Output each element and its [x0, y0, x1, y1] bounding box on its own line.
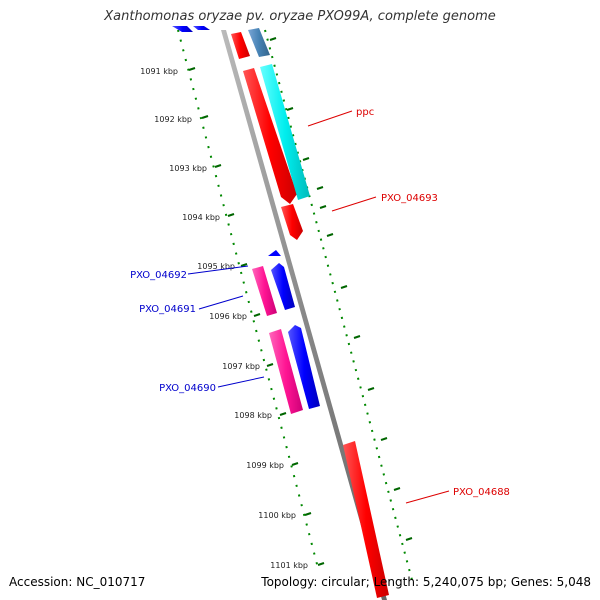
- accession-label: Accession:: [9, 575, 73, 589]
- topology-value: circular;: [321, 575, 370, 589]
- cds-pxo-04691-pink[interactable]: [252, 266, 277, 316]
- cds-pxo-04690-blue[interactable]: [288, 325, 320, 409]
- gene-label-pxo-04688[interactable]: PXO_04688: [453, 487, 510, 498]
- tick-label: 1101 kbp: [270, 561, 308, 570]
- leader-lines: [187, 110, 450, 504]
- tick-label: 1095 kbp: [197, 262, 235, 271]
- tick-label: 1092 kbp: [154, 115, 192, 124]
- cds-reverse-top[interactable]: [193, 26, 210, 30]
- gene-labels: ppc PXO_04693 PXO_04692 PXO_04691 PXO_04…: [130, 107, 510, 498]
- rna-feature[interactable]: [248, 28, 270, 57]
- outer-tick-line: [264, 29, 413, 581]
- tick-label: 1096 kbp: [209, 312, 247, 321]
- genes-value: 5,048: [556, 575, 591, 589]
- cds-other-forward[interactable]: [260, 64, 310, 200]
- map-title: Xanthomonas oryzae pv. oryzae PXO99A, co…: [104, 9, 496, 24]
- tick-label: 1094 kbp: [182, 213, 220, 222]
- inner-tick-line: [177, 29, 325, 569]
- cds-forward-pxo-04693[interactable]: [281, 204, 303, 240]
- tick-label: 1097 kbp: [222, 362, 260, 371]
- tick-label: 1098 kbp: [234, 411, 272, 420]
- cds-forward-ppc[interactable]: [243, 68, 297, 204]
- cds-pxo-04690-pink[interactable]: [269, 329, 303, 414]
- gene-label-ppc[interactable]: ppc: [356, 107, 374, 118]
- accession-value: NC_010717: [76, 575, 146, 589]
- gene-label-pxo-04691[interactable]: PXO_04691: [139, 304, 196, 315]
- topology-label: Topology:: [261, 575, 318, 589]
- gene-label-pxo-04692[interactable]: PXO_04692: [130, 270, 187, 281]
- cds-forward[interactable]: [231, 32, 250, 59]
- tick-labels: 1091 kbp 1092 kbp 1093 kbp 1094 kbp 1095…: [140, 67, 308, 570]
- genes-label: Genes:: [510, 575, 553, 589]
- tick-label: 1100 kbp: [258, 511, 296, 520]
- tick-label: 1099 kbp: [246, 461, 284, 470]
- length-value: 5,240,075 bp;: [422, 575, 508, 589]
- cds-forward-pxo-04688[interactable]: [343, 441, 389, 598]
- tick-label: 1091 kbp: [140, 67, 178, 76]
- length-label: Length:: [373, 575, 420, 589]
- gene-label-pxo-04690[interactable]: PXO_04690: [159, 383, 216, 394]
- genome-stats: Topology: circular; Length: 5,240,075 bp…: [261, 575, 591, 589]
- accession-info: Accession: NC_010717: [9, 575, 145, 589]
- tick-label: 1093 kbp: [169, 164, 207, 173]
- backbone: [221, 30, 387, 600]
- cds-pxo-04692-blue[interactable]: [271, 263, 295, 310]
- cds-reverse-small[interactable]: [268, 250, 281, 256]
- gene-label-pxo-04693[interactable]: PXO_04693: [381, 193, 438, 204]
- cds-reverse-top[interactable]: [172, 26, 193, 32]
